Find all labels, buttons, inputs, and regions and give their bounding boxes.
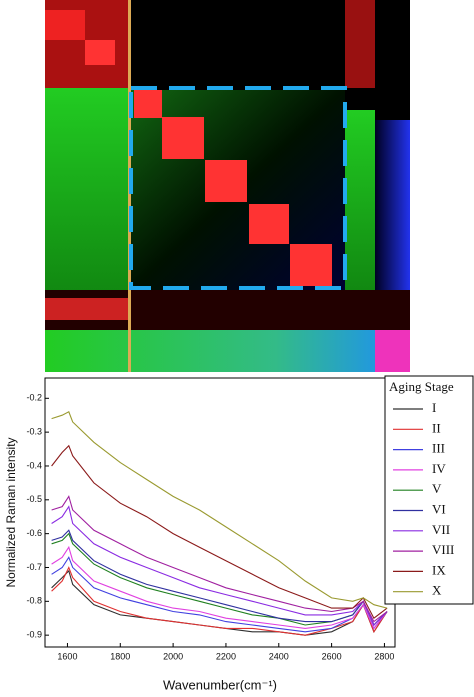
x-tick-label: 1600 xyxy=(57,651,77,661)
map-region xyxy=(205,160,247,202)
map-region xyxy=(45,330,375,372)
map-region xyxy=(375,330,410,372)
legend-label: III xyxy=(432,441,445,456)
x-tick-label: 1800 xyxy=(110,651,130,661)
legend-label: II xyxy=(432,420,441,435)
chart: -0.2 -0.3 -0.4 -0.5 -0.6 -0.7 -0.8 -0.9 1600 1800… xyxy=(4,375,474,692)
x-tick-label: 2600 xyxy=(322,651,342,661)
y-axis-label: Normalized Raman intensity xyxy=(4,437,18,587)
series-line xyxy=(51,411,388,609)
map-region xyxy=(249,204,289,244)
series-line xyxy=(51,529,388,626)
y-tick-label: -0.9 xyxy=(26,630,42,640)
map-region xyxy=(345,110,375,290)
series-line xyxy=(51,505,388,626)
y-tick-label: -0.3 xyxy=(26,427,42,437)
x-tick-label: 2000 xyxy=(163,651,183,661)
y-tick-label: -0.7 xyxy=(26,562,42,572)
legend-label: IX xyxy=(432,562,446,577)
legend-label: X xyxy=(432,583,442,598)
x-tick-label: 2400 xyxy=(269,651,289,661)
legend-label: VII xyxy=(432,522,450,537)
y-tick-label: -0.2 xyxy=(26,393,42,403)
legend-label: IV xyxy=(432,461,446,476)
x-axis-label: Wavenumber(cm⁻¹) xyxy=(163,677,277,692)
y-tick-label: -0.5 xyxy=(26,494,42,504)
y-tick-label: -0.6 xyxy=(26,528,42,538)
series-line xyxy=(51,566,388,636)
legend-label: V xyxy=(432,481,442,496)
legend-label: VI xyxy=(432,501,446,516)
highlight-box xyxy=(129,86,347,290)
legend-box xyxy=(384,375,474,605)
correlation-map xyxy=(45,0,410,372)
map-region xyxy=(345,0,375,88)
map-region xyxy=(45,10,85,40)
series-line xyxy=(51,444,388,620)
series-line xyxy=(51,545,388,630)
y-tick-label: -0.4 xyxy=(26,460,42,470)
map-region xyxy=(290,244,332,286)
map-region xyxy=(134,90,162,118)
map-region xyxy=(375,120,410,300)
map-region xyxy=(85,40,115,65)
y-tick-label: -0.8 xyxy=(26,596,42,606)
map-region xyxy=(162,117,204,159)
x-tick-label: 2800 xyxy=(374,651,394,661)
legend-title: Aging Stage xyxy=(389,379,454,394)
map-region xyxy=(45,88,130,293)
x-tick-label: 2200 xyxy=(216,651,236,661)
map-region xyxy=(45,298,130,320)
legend-label: I xyxy=(432,400,436,415)
legend-label: VIII xyxy=(432,542,454,557)
